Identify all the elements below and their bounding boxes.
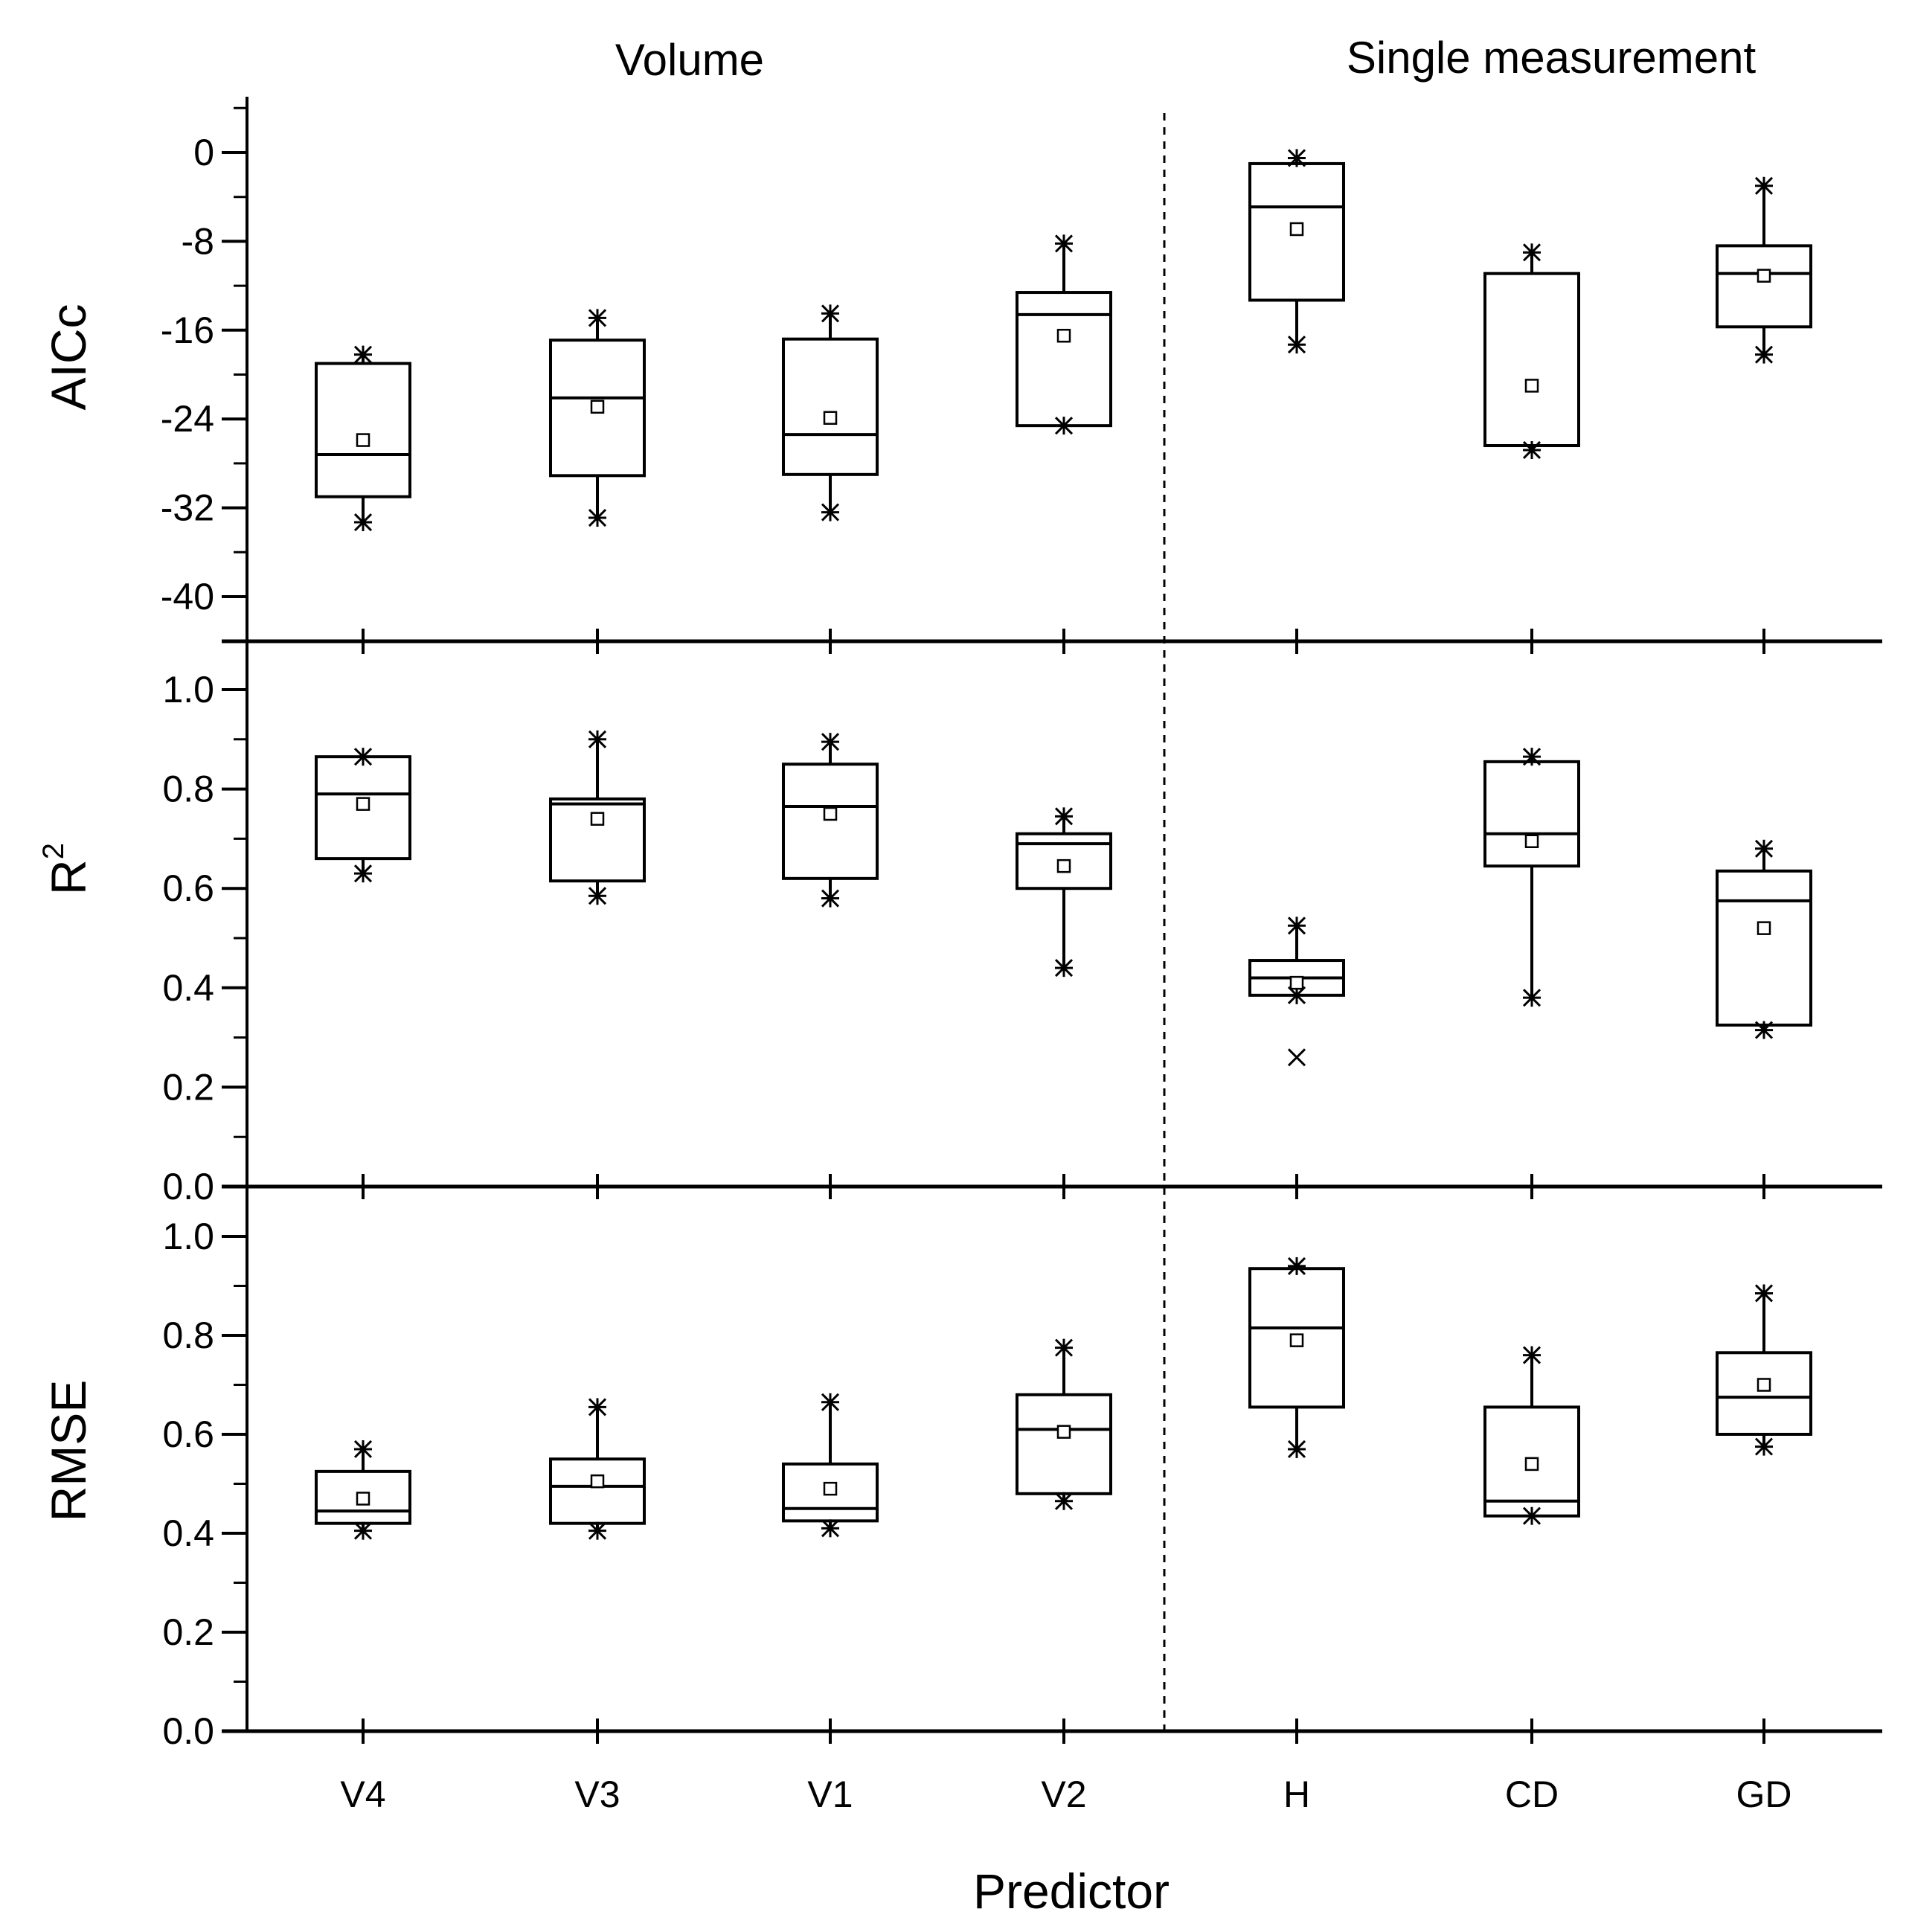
mean-marker-rmse-V1: [823, 1481, 838, 1496]
mean-marker-aicc-V4: [356, 433, 370, 447]
mean-marker-rmse-CD: [1524, 1457, 1539, 1472]
max-marker-r2-V2: [1054, 807, 1074, 826]
max-marker-r2-CD: [1522, 748, 1542, 766]
max-marker-rmse-V3: [588, 1398, 607, 1416]
max-marker-rmse-V2: [1054, 1338, 1074, 1357]
y-axis-title-r2-sup: 2: [37, 843, 70, 859]
y-axis-title-aicc: AICc: [41, 304, 96, 410]
max-marker-aicc-V4: [353, 345, 373, 364]
min-marker-rmse-V1: [821, 1519, 840, 1538]
y-tick-label-r2-0: 0.0: [162, 1166, 214, 1207]
group-title-single-measurement: Single measurement: [1347, 33, 1757, 83]
y-tick-label-r2-1: 0.2: [162, 1066, 214, 1108]
y-tick-label-aicc-1: -8: [182, 220, 214, 262]
mean-marker-rmse-V4: [356, 1492, 370, 1506]
min-marker-aicc-H: [1287, 336, 1306, 354]
y-axis-title-r2: R2: [37, 843, 96, 895]
x-tick-label-CD: CD: [1505, 1774, 1559, 1815]
x-tick-label-V3: V3: [574, 1774, 620, 1815]
max-marker-r2-V1: [821, 733, 840, 751]
x-tick-label-V1: V1: [807, 1774, 853, 1815]
min-marker-aicc-V3: [588, 508, 607, 527]
y-tick-label-rmse-3: 0.6: [162, 1413, 214, 1455]
mean-marker-r2-H: [1289, 975, 1304, 990]
max-marker-rmse-V1: [821, 1393, 840, 1411]
mean-marker-aicc-V2: [1056, 329, 1071, 343]
y-axis-title-rmse: RMSE: [41, 1380, 96, 1522]
max-marker-rmse-CD: [1522, 1346, 1542, 1364]
min-marker-rmse-V3: [588, 1521, 607, 1540]
y-tick-label-rmse-0: 0.0: [162, 1710, 214, 1752]
max-marker-aicc-CD: [1522, 243, 1542, 262]
y-tick-label-rmse-4: 0.8: [162, 1315, 214, 1356]
y-axis-title-r2-base: R: [41, 859, 96, 895]
mean-marker-rmse-V3: [590, 1474, 605, 1489]
y-tick-label-rmse-2: 0.4: [162, 1512, 214, 1554]
plot-layer: 0 -8 -16 -24 -32 -40 0.0 0.2 0.4 0.6 0.8 1.0 0.0 0.2 0…: [161, 97, 1882, 1815]
min-marker-rmse-H: [1287, 1440, 1306, 1459]
min-marker-aicc-V2: [1054, 417, 1074, 435]
min-marker-aicc-GD: [1754, 345, 1774, 364]
max-marker-aicc-V1: [821, 304, 840, 323]
x-tick-label-V2: V2: [1041, 1774, 1086, 1815]
min-marker-aicc-V1: [821, 503, 840, 521]
mean-marker-rmse-H: [1289, 1333, 1304, 1347]
mean-marker-rmse-V2: [1056, 1425, 1071, 1439]
max-marker-r2-H: [1287, 917, 1306, 935]
outlier-marker-r2-H-0: [1287, 1048, 1306, 1067]
min-marker-r2-GD: [1754, 1021, 1774, 1039]
max-marker-aicc-H: [1287, 149, 1306, 167]
mean-marker-aicc-CD: [1524, 379, 1539, 393]
x-tick-label-H: H: [1283, 1774, 1310, 1815]
y-tick-label-rmse-5: 1.0: [162, 1216, 214, 1257]
mean-marker-aicc-V1: [823, 411, 838, 425]
mean-marker-r2-GD: [1757, 921, 1771, 935]
min-marker-rmse-GD: [1754, 1437, 1774, 1456]
y-tick-label-r2-5: 1.0: [162, 669, 214, 710]
mean-marker-r2-V1: [823, 806, 838, 821]
min-marker-rmse-V4: [353, 1521, 373, 1540]
x-tick-label-V4: V4: [340, 1774, 385, 1815]
y-tick-label-aicc-2: -16: [161, 309, 214, 351]
max-marker-aicc-V2: [1054, 234, 1074, 253]
y-tick-label-r2-2: 0.4: [162, 967, 214, 1009]
min-marker-r2-V3: [588, 887, 607, 905]
y-tick-label-aicc-3: -24: [161, 398, 214, 440]
min-marker-aicc-CD: [1522, 440, 1542, 460]
mean-marker-rmse-GD: [1757, 1378, 1771, 1392]
max-marker-r2-V4: [353, 748, 373, 766]
mean-marker-r2-V3: [590, 812, 605, 826]
min-marker-r2-V4: [353, 864, 373, 883]
max-marker-rmse-GD: [1754, 1284, 1774, 1303]
y-tick-label-r2-3: 0.6: [162, 867, 214, 909]
min-marker-rmse-CD: [1522, 1506, 1542, 1525]
group-title-volume: Volume: [615, 35, 764, 85]
mean-marker-r2-CD: [1524, 834, 1539, 848]
min-marker-r2-CD: [1522, 989, 1542, 1007]
min-marker-aicc-V4: [353, 513, 373, 532]
mean-marker-r2-V4: [356, 797, 370, 811]
mean-marker-r2-V2: [1056, 859, 1071, 873]
max-marker-r2-GD: [1754, 839, 1774, 858]
y-tick-label-rmse-1: 0.2: [162, 1611, 214, 1653]
y-tick-label-aicc-0: 0: [193, 132, 214, 173]
mean-marker-aicc-GD: [1757, 269, 1771, 283]
max-marker-r2-V3: [588, 730, 607, 748]
min-marker-r2-V2: [1054, 959, 1074, 978]
max-marker-rmse-V4: [353, 1440, 373, 1459]
min-marker-r2-V1: [821, 889, 840, 908]
mean-marker-aicc-V3: [590, 399, 605, 414]
y-tick-label-r2-4: 0.8: [162, 768, 214, 810]
mean-marker-aicc-H: [1289, 222, 1304, 237]
x-axis-title: Predictor: [973, 1864, 1170, 1919]
max-marker-aicc-V3: [588, 309, 607, 327]
max-marker-aicc-GD: [1754, 176, 1774, 195]
max-marker-rmse-H: [1287, 1257, 1306, 1275]
y-tick-label-aicc-4: -32: [161, 487, 214, 529]
x-tick-label-GD: GD: [1736, 1774, 1792, 1815]
y-tick-label-aicc-5: -40: [161, 576, 214, 617]
min-marker-rmse-V2: [1054, 1492, 1074, 1510]
